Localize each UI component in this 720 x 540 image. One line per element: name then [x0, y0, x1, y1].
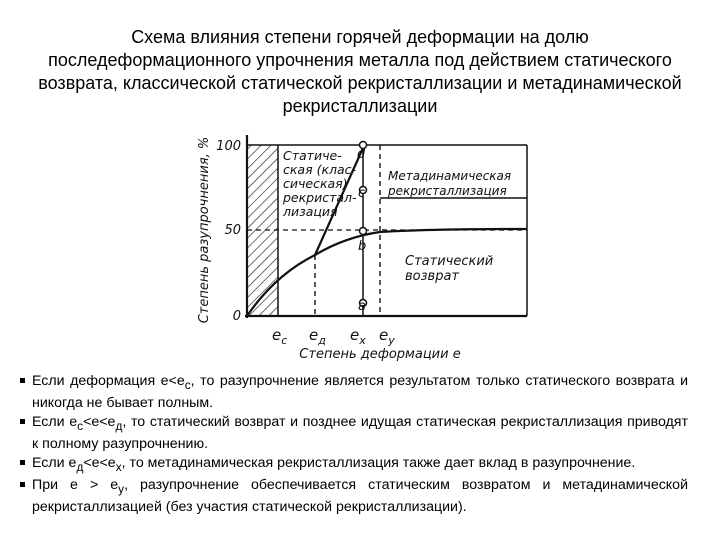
x-tick-sub: y [387, 334, 395, 347]
y-tick-label: 100 [216, 139, 241, 154]
hatched-region [247, 145, 278, 316]
bullet: Если ec<e<eд, то статический возврат и п… [20, 413, 688, 454]
x-tick-label: ey [379, 326, 395, 347]
x-tick-label: eд [309, 326, 326, 347]
subscript: д [76, 459, 84, 474]
bullet-text: , то разупрочнение является результатом … [32, 373, 688, 412]
region-label: ская (клас- [283, 162, 357, 177]
subscript: д [115, 418, 123, 433]
y-tick-label: 0 [233, 309, 241, 324]
bullet-text: Если деформация e<e [32, 373, 185, 389]
region-label: рекристаллизация [387, 184, 507, 198]
bullet-text: , то метадинамическая рекристаллизация т… [121, 454, 636, 471]
x-tick-base: e [272, 326, 281, 344]
region-label: Статический [405, 254, 493, 269]
bullet-text: При e > e [32, 476, 119, 493]
x-tick-base: e [309, 326, 318, 344]
x-tick-sub: д [317, 334, 326, 347]
point-label: b [358, 239, 366, 254]
point-label: a [358, 299, 366, 314]
bullet-text: <e<e [83, 413, 116, 430]
bullet: Если eд<e<ex, то метадинамическая рекрис… [20, 454, 688, 476]
subscript: c [184, 377, 191, 392]
region-label: лизация [282, 204, 338, 219]
region-label: Статиче- [283, 148, 342, 163]
bullet-text: , то статический возврат и позднее идуща… [32, 413, 688, 453]
subscript: x [115, 459, 122, 474]
bullet-list: Если деформация e<ec, то разупрочнение я… [20, 372, 688, 517]
region-label: возврат [405, 269, 459, 284]
point-label: d [357, 147, 366, 162]
x-tick-label: ex [350, 326, 366, 347]
point-markers [358, 140, 368, 308]
bullet-text: <e<e [83, 454, 116, 471]
y-tick-label: 50 [224, 223, 241, 238]
title: Схема влияния степени горячей деформации… [38, 27, 682, 116]
subscript: c [77, 418, 84, 433]
bullet-text: Если e [32, 413, 78, 430]
subscript: y [118, 481, 125, 496]
x-tick-label: ec [272, 326, 287, 347]
y-axis-label: Степень разупрочнения, % [197, 137, 212, 324]
point-label: c [358, 186, 365, 201]
diagram: Степень разупрочнения, % Степень деформа… [197, 135, 528, 362]
bullet-text: , разупрочнение обеспечивается статическ… [32, 476, 688, 516]
x-tick-base: e [350, 326, 359, 344]
region-label: рекристал- [282, 190, 357, 205]
x-tick-sub: x [358, 334, 366, 347]
region-label: сическая) [283, 176, 348, 191]
bullet: При e > ey, разупрочнение обеспечивается… [20, 476, 688, 517]
x-tick-sub: c [281, 334, 287, 347]
diagram-lines [245, 135, 528, 318]
bullet: Если деформация e<ec, то разупрочнение я… [20, 372, 688, 413]
x-axis-label: Степень деформации e [299, 347, 460, 362]
region-label: Метадинамическая [388, 169, 511, 183]
x-tick-base: e [379, 326, 388, 344]
bullet-text: Если e [32, 454, 77, 471]
